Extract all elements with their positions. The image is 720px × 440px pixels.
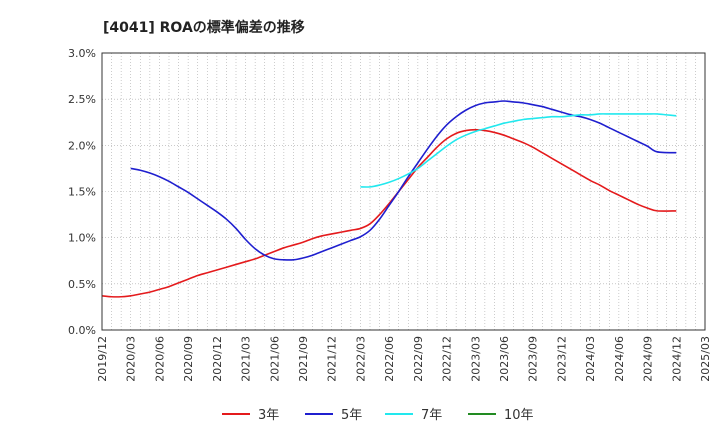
grid	[101, 52, 706, 331]
legend: 3年 5年 7年 10年	[222, 408, 534, 423]
x-tick-label: 2021/03	[240, 336, 253, 382]
x-tick-label: 2023/03	[469, 336, 482, 382]
series-line-7年	[360, 113, 677, 188]
y-tick-label: 0.0%	[68, 324, 96, 337]
x-axis: 2019/12 2020/03 2020/06 2020/09 2020/12 2021/…	[96, 336, 712, 382]
x-tick-label: 2024/06	[613, 336, 626, 382]
x-tick-label: 2023/09	[527, 336, 540, 382]
x-tick-label: 2020/12	[211, 336, 224, 382]
legend-label-7年: 7年	[421, 408, 442, 423]
x-tick-label: 2024/03	[584, 336, 597, 382]
y-tick-label: 1.5%	[68, 186, 96, 199]
legend-label-3年: 3年	[258, 408, 279, 423]
y-tick-label: 3.0%	[68, 47, 96, 60]
plot-border	[101, 52, 706, 331]
y-axis: 0.0% 0.5% 1.0% 1.5% 2.0% 2.5% 3.0%	[68, 47, 96, 337]
x-tick-label: 2020/03	[125, 336, 138, 382]
y-tick-label: 1.0%	[68, 232, 96, 245]
x-tick-label: 2021/09	[297, 336, 310, 382]
series-line-5年	[130, 100, 677, 261]
chart-title: [4041] ROAの標準偏差の推移	[103, 19, 305, 36]
x-tick-label: 2022/09	[412, 336, 425, 382]
x-tick-label: 2022/03	[354, 336, 367, 382]
y-tick-label: 2.0%	[68, 139, 96, 152]
x-tick-label: 2024/12	[670, 336, 683, 382]
series-line-3年	[101, 128, 677, 298]
x-tick-label: 2023/12	[555, 336, 568, 382]
legend-label-10年: 10年	[504, 408, 534, 423]
y-tick-label: 2.5%	[68, 93, 96, 106]
x-tick-label: 2025/03	[699, 336, 712, 382]
x-tick-label: 2022/12	[441, 336, 454, 382]
x-tick-label: 2021/12	[326, 336, 339, 382]
x-tick-label: 2019/12	[96, 336, 109, 382]
legend-label-5年: 5年	[341, 408, 362, 423]
x-tick-label: 2023/06	[498, 336, 511, 382]
x-tick-label: 2021/06	[268, 336, 281, 382]
x-tick-label: 2024/09	[642, 336, 655, 382]
y-tick-label: 0.5%	[68, 278, 96, 291]
series-lines	[101, 100, 677, 298]
x-tick-label: 2020/06	[153, 336, 166, 382]
x-tick-label: 2022/06	[383, 336, 396, 382]
x-tick-label: 2020/09	[182, 336, 195, 382]
